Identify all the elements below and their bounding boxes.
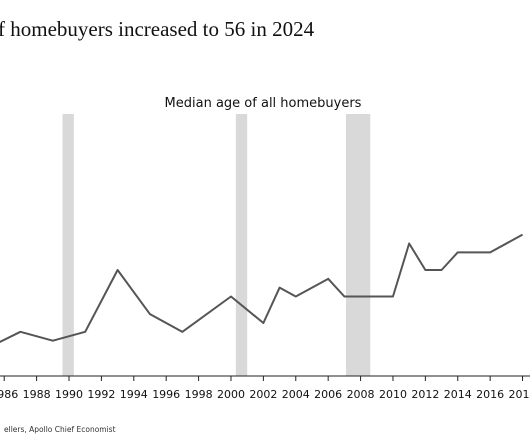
x-tick-label: 2018 xyxy=(509,388,530,401)
x-tick-label: 2016 xyxy=(476,388,504,401)
chart-title: f homebuyers increased to 56 in 2024 xyxy=(0,17,315,41)
shaded-period xyxy=(345,114,371,376)
shaded-period xyxy=(235,114,248,376)
x-tick-label: 1998 xyxy=(185,388,213,401)
shaded-period xyxy=(62,114,74,376)
x-tick-label: 1996 xyxy=(152,388,180,401)
x-tick-label: 2002 xyxy=(249,388,277,401)
x-tick-label: 1994 xyxy=(120,388,148,401)
x-tick-label: 2004 xyxy=(282,388,310,401)
x-tick-label: 2000 xyxy=(217,388,245,401)
chart-subtitle: Median age of all homebuyers xyxy=(165,96,362,111)
x-tick-label: 1988 xyxy=(23,388,51,401)
x-tick-label: 2014 xyxy=(444,388,472,401)
x-tick-label: 1986 xyxy=(0,388,18,401)
data-line xyxy=(0,233,524,343)
x-tick-label: 2006 xyxy=(314,388,342,401)
x-tick-label: 2012 xyxy=(411,388,439,401)
x-tick-label: 2010 xyxy=(379,388,407,401)
x-tick-label: 1992 xyxy=(87,388,115,401)
source-note: ellers, Apollo Chief Economist xyxy=(4,425,116,434)
x-tick-label: 2008 xyxy=(347,388,375,401)
x-tick-label: 1990 xyxy=(55,388,83,401)
